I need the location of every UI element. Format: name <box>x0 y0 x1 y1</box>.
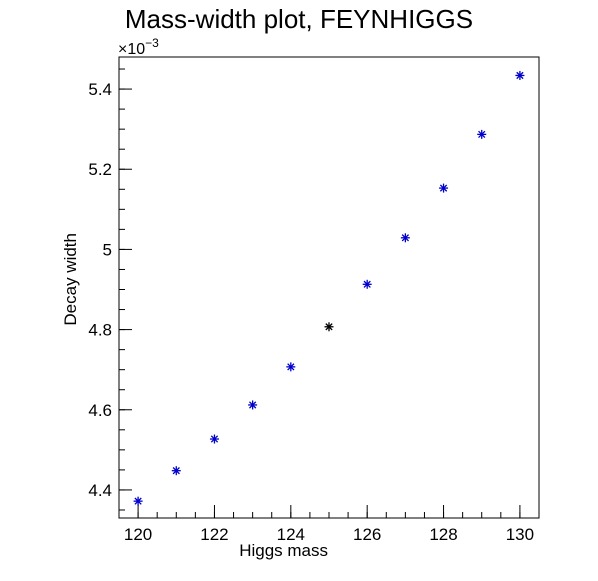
data-point <box>400 233 410 243</box>
data-point <box>439 183 449 193</box>
x-tick-label: 124 <box>277 525 305 544</box>
data-point <box>362 279 372 289</box>
plot-frame <box>118 56 540 519</box>
data-point <box>515 70 525 80</box>
data-point <box>286 362 296 372</box>
x-axis-label: Higgs mass <box>239 541 328 560</box>
y-axis-label: Decay width <box>61 233 80 326</box>
y-tick-label: 5 <box>103 240 112 259</box>
x-tick-label: 130 <box>506 525 534 544</box>
data-point <box>209 434 219 444</box>
data-point <box>324 322 334 332</box>
y-tick-label: 5.2 <box>88 160 112 179</box>
x-tick-label: 126 <box>353 525 381 544</box>
y-tick-label: 4.8 <box>88 321 112 340</box>
y-axis-multiplier-exponent: −3 <box>145 36 159 50</box>
data-point <box>477 129 487 139</box>
x-tick-label: 122 <box>200 525 228 544</box>
data-point <box>248 400 258 410</box>
y-axis: 4.4 4.6 4.8 5 5.2 5.4 <box>88 68 132 511</box>
y-axis-multiplier-base: ×10 <box>118 41 145 58</box>
y-axis-multiplier: ×10−3 <box>118 36 159 58</box>
chart-title: Mass-width plot, FEYNHIGGS <box>125 4 473 34</box>
x-tick-label: 120 <box>124 525 152 544</box>
data-point <box>171 466 181 476</box>
x-tick-label: 128 <box>429 525 457 544</box>
data-points <box>133 70 525 506</box>
y-tick-label: 4.6 <box>88 401 112 420</box>
y-tick-label: 4.4 <box>88 481 112 500</box>
x-axis: 120 122 124 126 128 130 <box>118 505 540 544</box>
y-tick-label: 5.4 <box>88 80 112 99</box>
data-point <box>133 496 143 506</box>
